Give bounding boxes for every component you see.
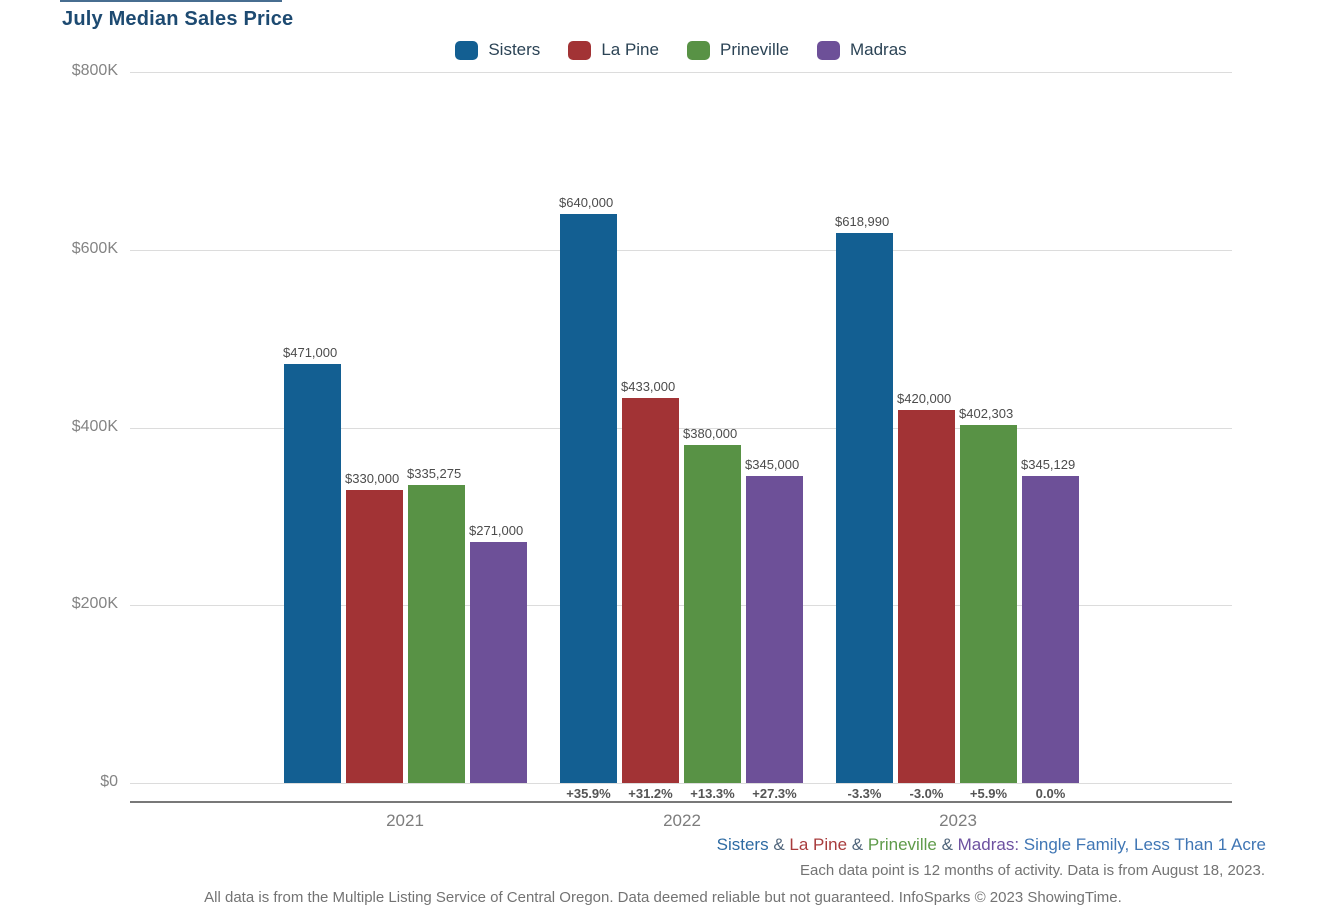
bar-la-pine-2023[interactable] <box>898 409 955 783</box>
bar-value-prineville-2022: $380,000 <box>683 426 738 442</box>
series-note: Sisters & La Pine & Prineville & Madras:… <box>717 835 1266 855</box>
legend-label-sisters: Sisters <box>488 40 541 59</box>
gridline--400k <box>130 427 1232 429</box>
gridline--0 <box>130 783 1232 784</box>
bar-value-sisters-2023: $618,990 <box>835 213 890 229</box>
bar-prineville-2022[interactable] <box>684 445 741 783</box>
legend-swatch-sisters <box>455 40 479 60</box>
bar-madras-2023[interactable] <box>1022 476 1079 783</box>
legend-swatch-la-pine <box>568 40 592 60</box>
cutoff-text-artifact <box>60 0 282 2</box>
bar-sisters-2022[interactable] <box>560 214 617 783</box>
bar-value-prineville-2023: $402,303 <box>959 406 1014 422</box>
legend-swatch-madras <box>816 40 840 60</box>
pct-change-madras-2022: +27.3% <box>752 786 797 801</box>
bar-value-prineville-2021: $335,275 <box>407 466 462 482</box>
legend-label-la-pine: La Pine <box>601 40 659 59</box>
bar-prineville-2023[interactable] <box>960 425 1017 783</box>
series-note-segment-1: & <box>768 835 790 854</box>
legend-label-madras: Madras <box>849 40 907 59</box>
gridline--200k <box>130 605 1232 607</box>
legend-swatch-prineville <box>686 40 710 60</box>
series-note-segment-7: : <box>1014 835 1024 854</box>
legend-label-prineville: Prineville <box>719 40 789 59</box>
x-tick-2022: 2022 <box>663 811 701 830</box>
pct-change-prineville-2022: +13.3% <box>690 786 735 801</box>
activity-note: Each data point is 12 months of activity… <box>800 862 1265 879</box>
pct-change-sisters-2023: -3.3% <box>847 786 882 801</box>
series-note-segment-2: La Pine <box>789 835 848 854</box>
y-tick--200k: $200K <box>71 595 118 613</box>
gridline--800k <box>130 72 1232 73</box>
legend-item-prineville[interactable]: Prineville <box>686 40 789 60</box>
x-axis-line <box>130 801 1232 803</box>
legend-item-la-pine[interactable]: La Pine <box>568 40 659 60</box>
bar-value-la-pine-2023: $420,000 <box>897 390 952 406</box>
bar-value-madras-2021: $271,000 <box>469 523 524 539</box>
bar-value-sisters-2022: $640,000 <box>559 195 614 211</box>
bar-prineville-2021[interactable] <box>408 485 465 783</box>
bar-value-madras-2023: $345,129 <box>1021 457 1076 473</box>
series-note-segment-4: Prineville <box>867 835 937 854</box>
legend-item-madras[interactable]: Madras <box>816 40 907 60</box>
pct-change-prineville-2023: +5.9% <box>969 786 1008 801</box>
bar-sisters-2021[interactable] <box>284 364 341 783</box>
pct-change-sisters-2022: +35.9% <box>566 786 611 801</box>
page-title: July Median Sales Price <box>62 8 294 30</box>
bar-madras-2021[interactable] <box>470 542 527 783</box>
series-note-segment-3: & <box>847 835 868 854</box>
disclaimer: All data is from the Multiple Listing Se… <box>204 889 1122 906</box>
series-note-segment-8: Single Family, Less Than 1 Acre <box>1023 835 1266 854</box>
gridline--600k <box>130 249 1232 251</box>
pct-change-la-pine-2023: -3.0% <box>909 786 944 801</box>
y-tick--0: $0 <box>100 773 118 790</box>
pct-change-la-pine-2022: +31.2% <box>628 786 673 801</box>
x-tick-2021: 2021 <box>386 811 424 830</box>
bar-sisters-2023[interactable] <box>836 232 893 783</box>
bar-la-pine-2021[interactable] <box>346 489 403 783</box>
legend-item-sisters[interactable]: Sisters <box>455 40 540 60</box>
series-note-segment-0: Sisters <box>716 835 769 854</box>
series-note-segment-6: Madras <box>957 835 1015 854</box>
bar-value-sisters-2021: $471,000 <box>283 345 338 361</box>
bar-value-la-pine-2022: $433,000 <box>621 379 676 395</box>
x-tick-2023: 2023 <box>939 811 977 830</box>
series-note-segment-5: & <box>936 835 958 854</box>
y-tick--400k: $400K <box>71 417 118 435</box>
bar-value-la-pine-2021: $330,000 <box>345 470 400 486</box>
bar-madras-2022[interactable] <box>746 476 803 783</box>
legend: Sisters La Pine Prineville Madras <box>130 37 1232 63</box>
bar-value-madras-2022: $345,000 <box>745 457 800 473</box>
pct-change-madras-2023: 0.0% <box>1035 786 1066 801</box>
y-tick--600k: $600K <box>71 239 118 257</box>
bar-la-pine-2022[interactable] <box>622 398 679 783</box>
y-tick--800k: $800K <box>71 62 118 79</box>
